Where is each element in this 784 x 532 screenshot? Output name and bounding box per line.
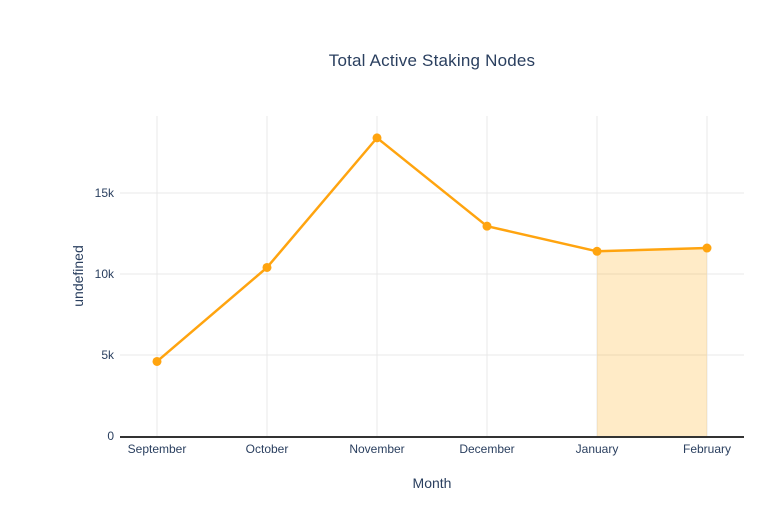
highlight-area	[597, 248, 707, 436]
data-point-marker[interactable]	[372, 133, 382, 143]
x-tick-label: September	[128, 442, 187, 456]
chart-canvas[interactable]: 0 5k 10k 15k September October November Decembe…	[40, 16, 784, 516]
y-axis-title: undefined	[70, 245, 86, 307]
series-line	[155, 136, 709, 363]
data-point-marker[interactable]	[482, 221, 492, 231]
x-tick-label: January	[576, 442, 619, 456]
x-axis-title: Month	[412, 475, 452, 491]
data-point-marker[interactable]	[592, 246, 602, 256]
y-tick-label: 5k	[101, 348, 115, 362]
y-tick-label: 10k	[95, 267, 115, 281]
x-tick-label: October	[246, 442, 289, 456]
data-point-marker[interactable]	[262, 262, 272, 272]
staking-nodes-chart: Total Active Staking Nodes undefined Mon…	[40, 16, 784, 516]
data-point-marker[interactable]	[702, 243, 712, 253]
y-tick-label: 0	[107, 429, 114, 443]
x-tick-label: December	[459, 442, 514, 456]
x-tick-label: November	[349, 442, 404, 456]
chart-title: Total Active Staking Nodes	[328, 51, 536, 70]
y-tick-label: 15k	[95, 186, 115, 200]
data-point-marker[interactable]	[152, 356, 162, 366]
x-tick-label: February	[683, 442, 731, 456]
